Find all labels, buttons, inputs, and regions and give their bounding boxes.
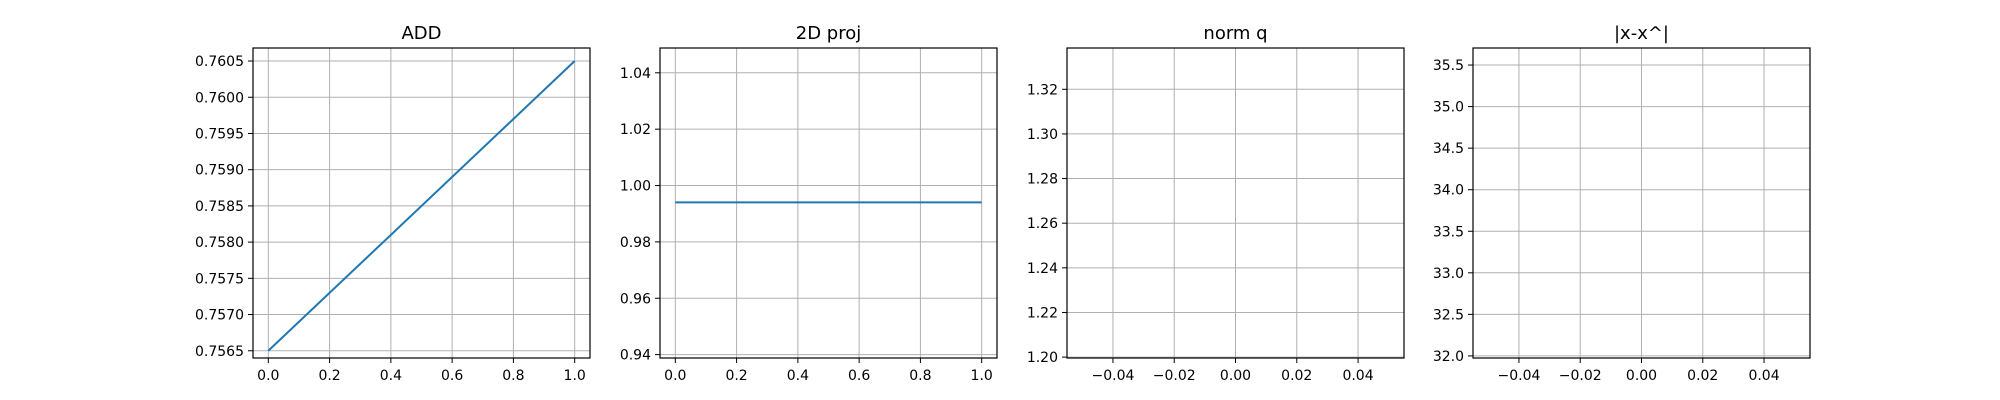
y-tick-label: 33.5 [1433, 224, 1464, 240]
y-tick-label: 1.28 [1027, 172, 1058, 188]
x-tick-label: 0.00 [1220, 368, 1251, 384]
x-tick-label: 0.04 [1342, 368, 1373, 384]
subplot-2: 0.0 0.2 0.4 0.6 0.8 1.0 0.94 0.96 0.98 1.00 1.02 1.… [620, 23, 998, 384]
series-line-1 [267, 60, 576, 352]
subplot-title: ADD [401, 23, 441, 44]
x-tick-label: 0.0 [257, 368, 279, 384]
y-tick-label: 32.5 [1433, 307, 1464, 323]
x-tick-label: 0.02 [1687, 368, 1718, 384]
y-tick-label: 0.7580 [195, 235, 244, 251]
y-tick-label: 0.7595 [195, 126, 244, 142]
x-tick-label: 0.0 [664, 368, 686, 384]
y-tick-label: 35.5 [1433, 58, 1464, 74]
y-tick-label: 1.22 [1027, 305, 1058, 321]
y-tick-label: 0.7585 [195, 199, 244, 215]
x-tick-label: 0.2 [725, 368, 747, 384]
y-tick-label: 1.04 [620, 66, 651, 82]
x-tick-label: 0.4 [787, 368, 809, 384]
y-tick-label: 1.00 [620, 179, 651, 195]
x-tick-label: 0.04 [1748, 368, 1779, 384]
y-tick-label: 0.7590 [195, 163, 244, 179]
plot-frame [252, 47, 591, 359]
subplot-1: 0.0 0.2 0.4 0.6 0.8 1.0 0.7565 0.7570 0.7575 0.75… [195, 23, 591, 384]
x-tick-label: −0.02 [1153, 368, 1196, 384]
y-tick-label: 0.7565 [195, 344, 244, 360]
y-tick-label: 32.0 [1433, 349, 1464, 365]
x-tick-label: −0.04 [1498, 368, 1541, 384]
x-tick-label: 0.4 [380, 368, 402, 384]
y-tick-label: 34.5 [1433, 141, 1464, 157]
y-tick-label: 1.26 [1027, 216, 1058, 232]
x-tick-label: 0.6 [441, 368, 463, 384]
x-tick-label: 0.6 [848, 368, 870, 384]
x-tick-label: 0.00 [1626, 368, 1657, 384]
x-tick-label: 0.2 [318, 368, 340, 384]
x-tick-label: −0.02 [1559, 368, 1602, 384]
y-tick-label: 0.7600 [195, 90, 244, 106]
y-tick-label: 0.7570 [195, 308, 244, 324]
x-tick-label: 1.0 [971, 368, 993, 384]
y-tick-label: 1.20 [1027, 350, 1058, 366]
plot-frame [1472, 47, 1811, 359]
y-tick-label: 1.02 [620, 122, 651, 138]
y-tick-label: 33.0 [1433, 266, 1464, 282]
x-tick-label: 1.0 [564, 368, 586, 384]
y-tick-label: 1.24 [1027, 261, 1058, 277]
plot-frame [1066, 47, 1405, 359]
y-tick-label: 0.96 [620, 291, 651, 307]
y-tick-label: 0.94 [620, 348, 651, 364]
y-tick-label: 0.98 [620, 235, 651, 251]
x-tick-label: 0.02 [1281, 368, 1312, 384]
y-tick-label: 1.32 [1027, 82, 1058, 98]
subplot-3: −0.04 −0.02 0.00 0.02 0.04 1.20 1.22 1.24 1.26 1.… [1027, 23, 1405, 384]
y-tick-label: 34.0 [1433, 183, 1464, 199]
subplot-title: norm q [1203, 23, 1267, 44]
x-tick-label: 0.8 [502, 368, 524, 384]
subplot-title: |x-x^| [1614, 23, 1669, 44]
y-tick-label: 0.7575 [195, 271, 244, 287]
plot-frame [659, 47, 998, 359]
y-tick-label: 1.30 [1027, 127, 1058, 143]
subplot-title: 2D proj [796, 23, 861, 44]
x-tick-label: −0.04 [1092, 368, 1135, 384]
y-tick-label: 35.0 [1433, 100, 1464, 116]
x-tick-label: 0.8 [909, 368, 931, 384]
subplot-4: −0.04 −0.02 0.00 0.02 0.04 32.0 32.5 33.0 33.5 34… [1433, 23, 1811, 384]
y-tick-label: 0.7605 [195, 54, 244, 70]
